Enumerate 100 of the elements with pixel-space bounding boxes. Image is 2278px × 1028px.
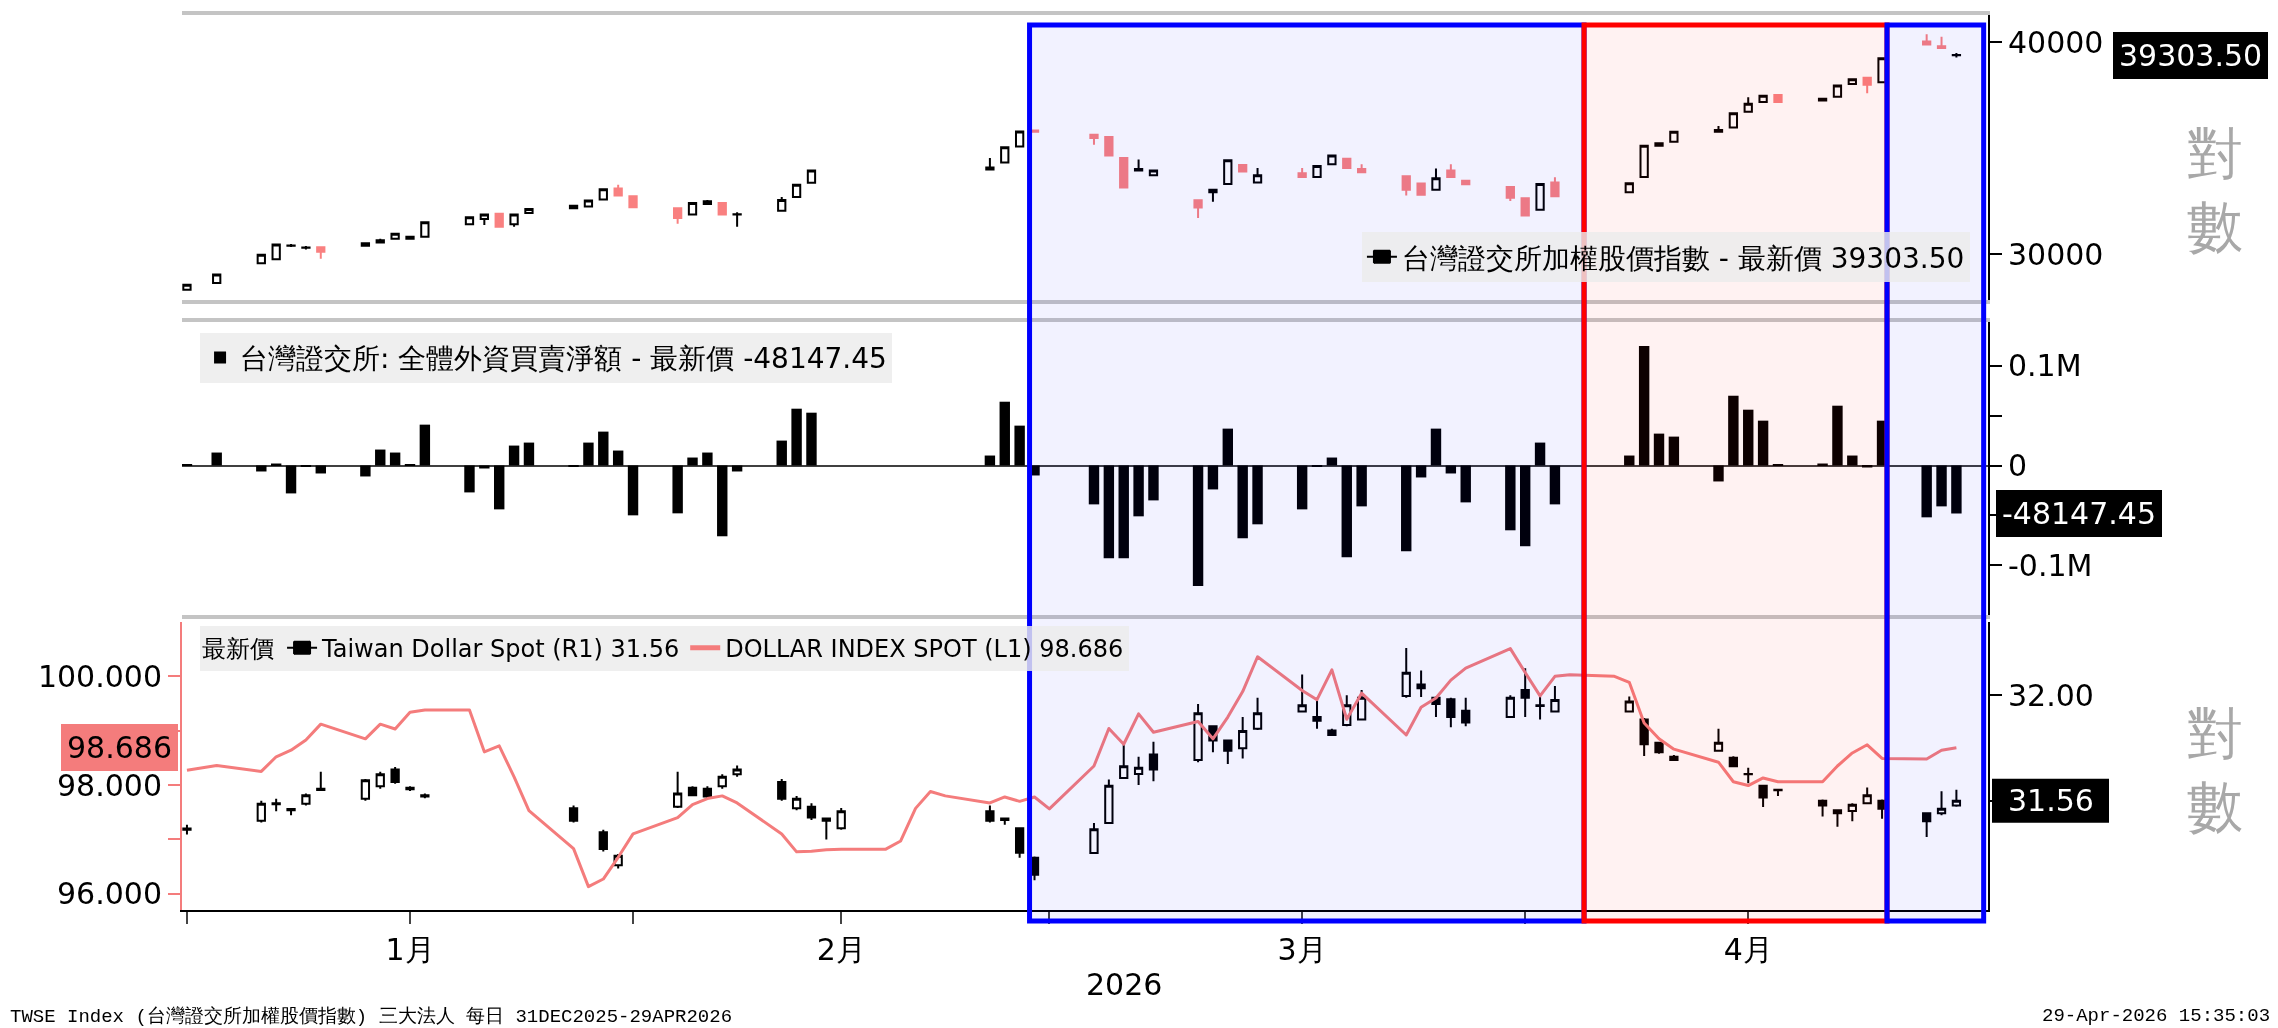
candlestick	[271, 242, 281, 261]
candlestick	[1624, 181, 1634, 194]
candlestick	[791, 183, 802, 199]
bar	[1624, 455, 1635, 466]
candlestick	[1922, 811, 1932, 838]
candlestick	[1252, 167, 1263, 184]
bar	[1356, 465, 1367, 507]
candlestick	[1416, 182, 1426, 197]
bar	[791, 408, 802, 466]
candlestick	[1312, 164, 1322, 179]
bar	[211, 452, 222, 466]
bar	[1326, 457, 1338, 466]
candlestick	[1327, 727, 1337, 737]
candlestick	[777, 195, 787, 213]
candlestick	[360, 778, 371, 802]
candlestick	[1654, 740, 1664, 755]
bar	[1133, 465, 1144, 517]
candlestick	[1000, 145, 1010, 164]
bar	[1029, 465, 1040, 476]
candlestick	[301, 792, 311, 807]
candlestick	[390, 232, 400, 241]
candlestick	[777, 778, 787, 802]
candlestick	[1089, 133, 1099, 146]
candlestick	[479, 212, 489, 226]
bar	[1207, 465, 1219, 490]
candlestick	[1401, 646, 1411, 699]
text: 2026	[1086, 967, 1163, 1002]
bar	[1713, 465, 1724, 482]
bar	[1653, 433, 1665, 466]
y-tick-label: 40000	[2008, 24, 2104, 60]
candlestick	[1862, 76, 1872, 95]
candlestick	[598, 187, 608, 201]
bar	[300, 464, 312, 467]
bar	[1951, 465, 1962, 514]
candlestick	[1014, 129, 1025, 148]
bar	[1728, 395, 1739, 466]
legend-label: Taiwan Dollar Spot (R1) 31.56	[321, 635, 680, 664]
candlestick	[509, 212, 519, 228]
candlestick	[1550, 176, 1560, 198]
y-tick-label: 30000	[2008, 236, 2104, 272]
candlestick	[1847, 802, 1857, 823]
candlestick	[791, 794, 802, 812]
candlestick	[1728, 111, 1739, 129]
bar	[1192, 465, 1204, 587]
y-tick-label: -0.1M	[2008, 547, 2093, 583]
candlestick	[717, 201, 727, 216]
candlestick	[673, 770, 683, 809]
bar	[627, 465, 639, 516]
candlestick	[1669, 130, 1679, 144]
candlestick	[1713, 125, 1724, 134]
candlestick	[1238, 716, 1248, 760]
bar	[508, 445, 520, 466]
legend-title: 最新價	[202, 634, 275, 663]
candlestick	[360, 241, 371, 247]
y2-tick-label: 32.00	[2008, 677, 2094, 713]
candlestick	[1297, 673, 1307, 714]
text: 對數	[2187, 121, 2243, 259]
candlestick	[1208, 188, 1218, 203]
bar	[999, 401, 1010, 466]
candlestick	[1832, 808, 1843, 828]
candlestick	[1847, 77, 1857, 86]
bar	[494, 465, 505, 510]
candlestick	[1624, 695, 1634, 714]
candlestick	[717, 773, 727, 790]
candlestick	[1119, 743, 1129, 781]
candlestick	[301, 245, 311, 251]
candlestick	[1089, 821, 1099, 855]
candlestick	[1446, 696, 1456, 729]
candlestick	[1713, 727, 1724, 753]
bar	[1103, 465, 1115, 559]
bar	[1921, 465, 1932, 518]
bar	[672, 465, 683, 514]
candlestick	[732, 764, 742, 778]
candlestick	[1416, 669, 1426, 699]
bar	[1148, 465, 1159, 501]
candlestick	[1862, 786, 1872, 806]
candlestick	[1104, 778, 1114, 825]
bar	[523, 442, 535, 466]
candlestick	[1520, 196, 1530, 218]
candlestick	[806, 802, 817, 822]
bar	[389, 452, 401, 466]
bar	[1296, 465, 1308, 510]
candlestick	[316, 245, 326, 260]
bar	[1757, 420, 1769, 466]
candlestick	[985, 804, 995, 824]
candlestick	[1461, 696, 1471, 728]
bar	[612, 450, 624, 466]
bar	[1876, 420, 1888, 466]
candlestick	[1223, 738, 1233, 765]
candlestick	[494, 212, 504, 229]
candlestick	[1877, 798, 1887, 820]
text: 對數	[2187, 701, 2243, 839]
bar	[1222, 428, 1234, 466]
candlestick	[1639, 144, 1649, 179]
candlestick	[1238, 163, 1248, 174]
candlestick	[1505, 694, 1515, 719]
candlestick	[1223, 158, 1233, 186]
candlestick	[1535, 695, 1545, 721]
bar	[702, 452, 713, 466]
candlestick	[1133, 755, 1144, 787]
